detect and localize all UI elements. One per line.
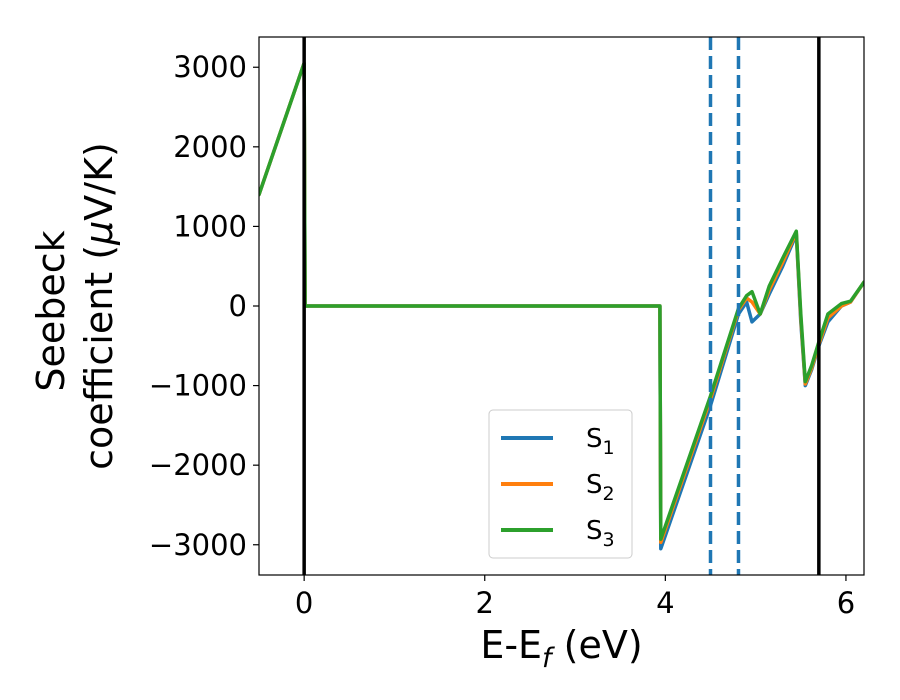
legend-label-s2: S2: [586, 470, 615, 505]
y-axis-label-mu: μ: [77, 221, 121, 246]
y-axis-label-line1: Seebeck: [29, 230, 73, 391]
x-axis-label-unit: (eV): [552, 623, 643, 667]
x-axis-ticks: 0 2 4 6: [295, 575, 855, 620]
y-tick-label: −1000: [149, 369, 247, 403]
series-line-s3: [259, 61, 864, 541]
x-axis-label-main: E-E: [480, 623, 542, 667]
legend: S1 S2 S3: [488, 409, 633, 559]
y-tick-label: 0: [229, 289, 247, 323]
y-axis-label: Seebeck coefficient (μV/K): [29, 142, 121, 470]
y-tick-label: −2000: [149, 448, 247, 482]
legend-box: [488, 409, 633, 559]
y-tick-label: 1000: [173, 209, 247, 243]
y-axis-label-unit: V/K): [77, 142, 121, 221]
y-axis-label-line2: coefficient (μV/K): [77, 142, 121, 470]
x-tick-label: 6: [837, 586, 855, 620]
x-axis-label: E-Ef (eV): [480, 623, 642, 674]
legend-label-s1: S1: [586, 424, 615, 459]
y-tick-label: −3000: [149, 528, 247, 562]
y-tick-label: 2000: [173, 130, 247, 164]
x-tick-label: 2: [476, 586, 494, 620]
y-axis-ticks: 3000 2000 1000 0 −1000 −2000 −3000: [149, 50, 259, 562]
reference-lines: [302, 37, 821, 575]
plot-lines: [259, 61, 864, 551]
y-axis-label-prefix: coefficient (: [77, 245, 121, 470]
legend-label-s3: S3: [586, 516, 615, 551]
x-tick-label: 4: [656, 586, 674, 620]
y-tick-label: 3000: [173, 50, 247, 84]
x-tick-label: 0: [295, 586, 313, 620]
